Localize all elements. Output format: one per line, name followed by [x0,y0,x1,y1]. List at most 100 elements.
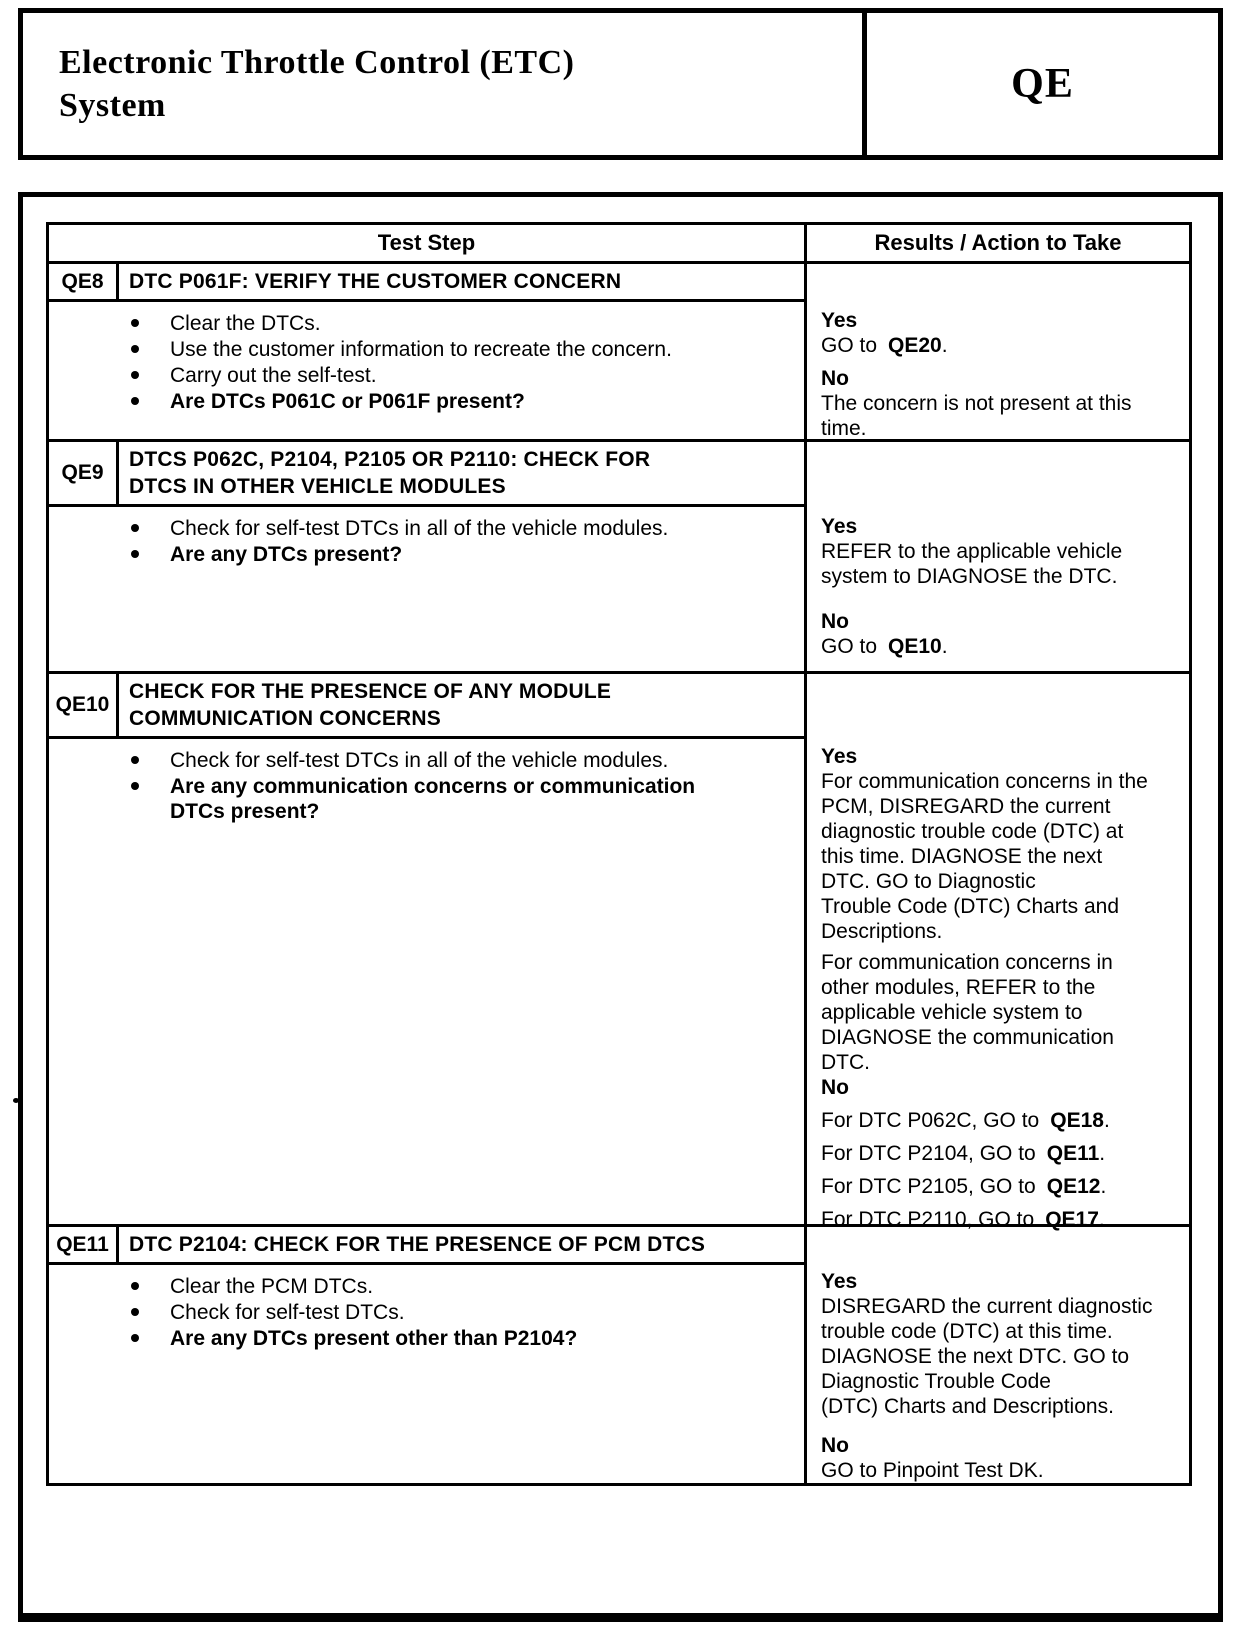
test-id-qe8: QE8 [49,264,119,300]
result-no-label: No [821,367,849,391]
list-item: Are DTCs P061C or P061F present? [131,389,789,414]
bullet-icon [131,345,139,354]
goto-suffix: . [1100,1174,1107,1198]
test-section-qe8: QE8 DTC P061F: VERIFY THE CUSTOMER CONCE… [49,264,1189,441]
goto-code: QE20 [888,334,942,358]
result-text: For communication concerns in other modu… [821,950,1114,1074]
goto-suffix: . [1099,1141,1106,1165]
test-id-qe11: QE11 [49,1227,119,1262]
list-item: Check for self-test DTCs in all of the v… [131,748,789,773]
list-item: Use the customer information to recreate… [131,337,789,362]
goto-prefix: For DTC P2104, GO to [821,1141,1036,1165]
result-text: GO to Pinpoint Test DK. [821,1459,1044,1482]
bullet-text: Clear the DTCs. [170,312,321,336]
goto-prefix: GO to [821,634,878,658]
section-code: QE [1011,61,1074,107]
test-step-cell: QE11 DTC P2104: CHECK FOR THE PRESENCE O… [49,1227,807,1483]
list-item: Clear the DTCs. [131,311,789,336]
pinpoint-test-table: Test Step Results / Action to Take QE8 D… [46,222,1192,1486]
list-item: Are any DTCs present? [131,542,789,567]
goto-suffix: . [1098,1207,1105,1231]
scan-artifact-dot [13,1098,19,1103]
goto-code: QE18 [1050,1108,1104,1132]
list-item: Check for self-test DTCs. [131,1300,789,1325]
result-yes-label: Yes [821,309,858,333]
result-goto-line: GO to QE10. [821,634,1181,659]
page-header-title-cell: Electronic Throttle Control (ETC) System [23,13,867,155]
bullet-text: Check for self-test DTCs in all of the v… [170,748,669,772]
goto-code: QE10 [888,634,942,658]
bullet-text: Use the customer information to recreate… [170,338,672,362]
bullet-icon [131,781,139,790]
test-title: DTCS P062C, P2104, P2105 OR P2110: CHECK… [129,447,651,498]
test-id-qe9: QE9 [49,441,119,504]
results-cell: Yes GO to QE20. No The concern is not pre… [807,264,1189,441]
test-step-cell: QE10 CHECK FOR THE PRESENCE OF ANY MODUL… [49,673,807,1224]
result-goto-line: GO to QE20. [821,333,1181,358]
list-item: Carry out the self-test. [131,363,789,388]
bullet-icon [131,523,139,532]
page-header-box: Electronic Throttle Control (ETC) System… [18,8,1223,160]
goto-prefix: GO to [821,334,878,358]
test-title-band: QE9 DTCS P062C, P2104, P2105 OR P2110: C… [49,441,804,507]
bullet-icon [131,397,139,406]
result-goto-line: For DTC P062C, GO to QE18. [821,1108,1181,1133]
bullet-icon [131,549,139,558]
bullet-icon [131,1308,139,1316]
result-text: The concern is not present at this time. [821,392,1132,441]
test-step-cell: QE9 DTCS P062C, P2104, P2105 OR P2110: C… [49,441,807,671]
test-section-qe11: QE11 DTC P2104: CHECK FOR THE PRESENCE O… [49,1224,1189,1483]
result-no-label: No [821,1075,849,1099]
bullet-text: Carry out the self-test. [170,364,377,388]
column-header-test-step: Test Step [49,225,807,262]
result-yes-label: Yes [821,514,858,538]
column-header-results: Results / Action to Take [874,230,1122,256]
result-yes-label: Yes [821,744,858,768]
goto-suffix: . [941,634,948,658]
bullet-icon [131,1334,139,1342]
bullet-text: Clear the PCM DTCs. [170,1275,374,1298]
test-section-qe9: QE9 DTCS P062C, P2104, P2105 OR P2110: C… [49,438,1189,671]
bullet-icon [131,1282,139,1290]
list-item: Are any DTCs present other than P2104? [131,1326,789,1351]
list-item: Clear the PCM DTCs. [131,1274,789,1299]
list-item: Check for self-test DTCs in all of the v… [131,516,789,541]
test-step-bullets: Check for self-test DTCs in all of the v… [49,739,804,824]
bullet-text: Are any DTCs present? [170,542,403,566]
bullet-icon [131,755,139,764]
page-header-code-cell: QE [867,13,1218,155]
result-text: For communication concerns in the PCM, D… [821,769,1148,943]
test-id-qe10: QE10 [49,673,119,736]
result-goto-line: For DTC P2105, GO to QE12. [821,1174,1181,1199]
test-section-qe10: QE10 CHECK FOR THE PRESENCE OF ANY MODUL… [49,670,1189,1231]
result-no-label: No [821,1434,849,1457]
bullet-text: Are any DTCs present other than P2104? [170,1327,578,1350]
bullet-text: Check for self-test DTCs in all of the v… [170,516,669,540]
bullet-text: Are DTCs P061C or P061F present? [170,390,525,414]
test-title: DTC P2104: CHECK FOR THE PRESENCE OF PCM… [129,1233,706,1256]
result-no-label: No [821,609,849,633]
test-title: DTC P061F: VERIFY THE CUSTOMER CONCERN [129,270,622,294]
results-cell: Yes DISREGARD the current diagnostic tro… [807,1227,1189,1483]
test-title-band: QE8 DTC P061F: VERIFY THE CUSTOMER CONCE… [49,264,804,303]
bullet-icon [131,371,139,380]
content-box: Test Step Results / Action to Take QE8 D… [18,192,1223,1622]
bullet-icon [131,319,139,328]
page-title: Electronic Throttle Control (ETC) System [59,44,575,124]
result-text: REFER to the applicable vehicle system t… [821,539,1123,588]
bullet-text: Check for self-test DTCs. [170,1301,405,1324]
test-title-band: QE11 DTC P2104: CHECK FOR THE PRESENCE O… [49,1227,804,1265]
list-item: Are any communication concerns or commun… [131,774,789,824]
goto-code: QE12 [1046,1174,1101,1198]
results-cell: Yes For communication concerns in the PC… [807,674,1189,1231]
test-step-cell: QE8 DTC P061F: VERIFY THE CUSTOMER CONCE… [49,264,807,439]
test-step-bullets: Clear the PCM DTCs. Check for self-test … [49,1265,804,1351]
goto-prefix: For DTC P062C, GO to [821,1108,1040,1132]
result-text: DISREGARD the current diagnostic trouble… [821,1295,1153,1418]
result-goto-line: For DTC P2104, GO to QE11. [821,1141,1181,1166]
goto-suffix: . [1103,1108,1110,1132]
test-step-bullets: Clear the DTCs. Use the customer informa… [49,302,804,414]
goto-prefix: For DTC P2105, GO to [821,1174,1036,1198]
goto-code: QE11 [1046,1141,1100,1165]
test-title: CHECK FOR THE PRESENCE OF ANY MODULE COM… [129,679,612,730]
